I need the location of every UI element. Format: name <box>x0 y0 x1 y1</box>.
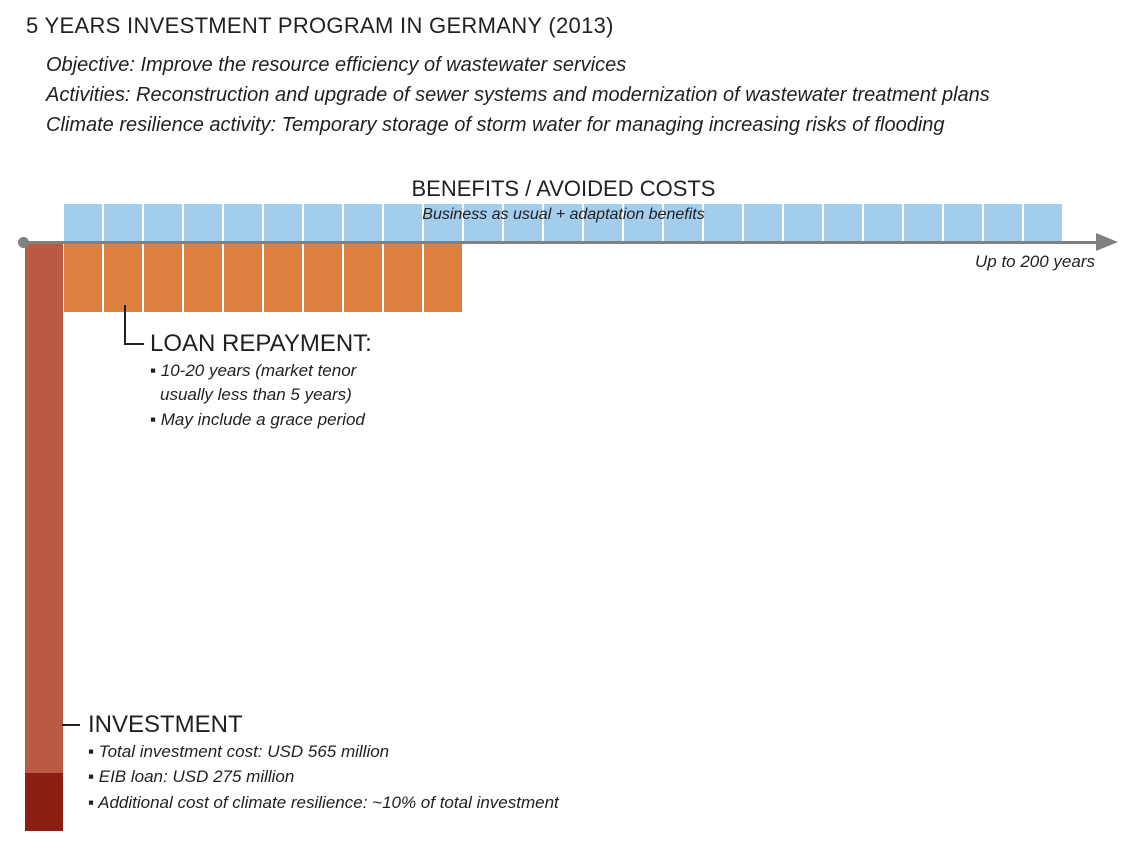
benefit-year-cell <box>984 204 1024 241</box>
benefit-year-cell <box>824 204 864 241</box>
investment-bullet: ▪ EIB loan: USD 275 million <box>88 767 295 786</box>
repayment-year-cell <box>264 244 304 312</box>
benefit-year-cell <box>784 204 824 241</box>
benefits-heading: BENEFITS / AVOIDED COSTS <box>411 176 716 201</box>
benefit-year-cell <box>144 204 184 241</box>
repayment-year-cell <box>424 244 464 312</box>
benefit-year-cell <box>424 204 464 241</box>
benefit-year-cell <box>184 204 224 241</box>
benefit-year-cell <box>384 204 424 241</box>
repayment-year-cell <box>64 244 104 312</box>
objective-text: Objective: Improve the resource efficien… <box>46 54 627 76</box>
page-title: 5 YEARS INVESTMENT PROGRAM IN GERMANY (2… <box>26 13 614 38</box>
benefit-year-cell <box>224 204 264 241</box>
time-axis-arrow-icon <box>1096 233 1118 251</box>
benefit-year-cell <box>264 204 304 241</box>
benefit-year-cell <box>1024 204 1064 241</box>
climate-resilience-text: Climate resilience activity: Temporary s… <box>46 114 945 136</box>
repayment-year-cell <box>384 244 424 312</box>
climate-resilience-cost-bar <box>25 773 63 831</box>
repayment-year-cell <box>104 244 144 312</box>
time-axis-label: Up to 200 years <box>974 252 1095 271</box>
benefit-year-cell <box>464 204 504 241</box>
activities-text: Activities: Reconstruction and upgrade o… <box>46 84 990 106</box>
benefit-year-cell <box>944 204 984 241</box>
benefits-subheading: Business as usual + adaptation benefits <box>422 206 705 223</box>
investment-bar <box>25 244 63 831</box>
benefit-year-cell <box>704 204 744 241</box>
time-axis-line <box>22 241 1100 244</box>
loan-repayment-bullet: ▪ May include a grace period <box>150 410 365 429</box>
benefit-year-cell <box>744 204 784 241</box>
benefit-year-cell <box>904 204 944 241</box>
investment-bullet: ▪ Additional cost of climate resilience:… <box>88 793 559 812</box>
loan-repayment-bullet: usually less than 5 years) <box>160 385 352 404</box>
time-axis-origin-dot <box>18 237 29 248</box>
loan-repayment-cells <box>64 244 464 312</box>
repayment-year-cell <box>224 244 264 312</box>
loan-repayment-bullet: ▪ 10-20 years (market tenor <box>150 361 357 380</box>
repayment-year-cell <box>304 244 344 312</box>
benefit-year-cell <box>304 204 344 241</box>
loan-repayment-connector-tick <box>124 343 144 345</box>
benefit-year-cell <box>504 204 544 241</box>
benefit-year-cell <box>104 204 144 241</box>
benefit-year-cell <box>624 204 664 241</box>
benefit-year-cell <box>584 204 624 241</box>
loan-repayment-heading: LOAN REPAYMENT: <box>150 330 372 357</box>
benefit-cells <box>64 204 1064 241</box>
investment-bullet: ▪ Total investment cost: USD 565 million <box>88 742 390 761</box>
repayment-year-cell <box>184 244 224 312</box>
benefit-year-cell <box>344 204 384 241</box>
benefit-year-cell <box>864 204 904 241</box>
benefit-year-cell <box>64 204 104 241</box>
repayment-year-cell <box>344 244 384 312</box>
benefit-year-cell <box>544 204 584 241</box>
loan-repayment-connector <box>124 305 126 345</box>
benefit-year-cell <box>664 204 704 241</box>
repayment-year-cell <box>144 244 184 312</box>
investment-connector <box>62 724 80 726</box>
investment-heading: INVESTMENT <box>88 711 243 738</box>
